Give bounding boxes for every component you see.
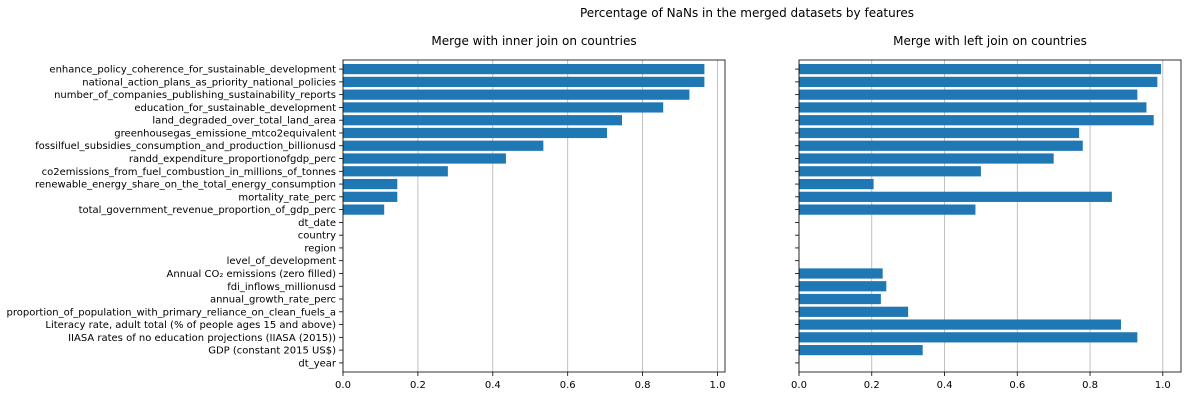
category-label: total_government_revenue_proportion_of_g… bbox=[79, 205, 336, 216]
left-bar bbox=[799, 166, 981, 177]
category-label: number_of_companies_publishing_sustainab… bbox=[54, 90, 336, 101]
inner-x-tick-label: 0.2 bbox=[410, 380, 426, 391]
left-axes-frame bbox=[798, 59, 1182, 373]
left-bar bbox=[799, 293, 881, 305]
inner-bar bbox=[343, 64, 705, 75]
inner-bar bbox=[343, 153, 506, 164]
inner-panel-title: Merge with inner join on countries bbox=[431, 34, 636, 48]
left-bar bbox=[799, 140, 1083, 151]
category-label: Literacy rate, adult total (% of people … bbox=[45, 320, 336, 331]
left-bar bbox=[799, 115, 1154, 126]
inner-axes-frame bbox=[342, 59, 726, 373]
category-label: fdi_inflows_millionusd bbox=[227, 282, 336, 293]
category-label: region bbox=[304, 243, 336, 254]
category-label: greenhousegas_emissione_mtco2equivalent bbox=[114, 128, 336, 139]
left-bar bbox=[799, 64, 1161, 75]
category-label: proportion_of_population_with_primary_re… bbox=[7, 307, 337, 318]
left-bar bbox=[799, 102, 1147, 113]
left-join-panel: Merge with left join on countries 0.0 0.2 0… bbox=[791, 34, 1182, 391]
left-bar bbox=[799, 89, 1138, 100]
left-x-tick-label: 0.0 bbox=[791, 380, 807, 391]
inner-bar bbox=[343, 102, 664, 113]
inner-x-tick-label: 0.8 bbox=[635, 380, 651, 391]
left-bar bbox=[799, 127, 1080, 139]
left-bar bbox=[799, 76, 1158, 87]
inner-bar bbox=[343, 166, 448, 177]
left-x-tick-label: 0.8 bbox=[1082, 380, 1098, 391]
left-bar bbox=[799, 281, 887, 292]
left-panel-title: Merge with left join on countries bbox=[893, 34, 1087, 48]
inner-bar bbox=[343, 115, 623, 126]
category-label: renewable_energy_share_on_the_total_ener… bbox=[35, 180, 336, 191]
category-label: dt_date bbox=[298, 218, 336, 229]
category-label: country bbox=[298, 231, 336, 242]
category-label: education_for_sustainable_development bbox=[134, 103, 336, 114]
category-label: Annual CO₂ emissions (zero filled) bbox=[167, 269, 337, 280]
left-x-tick-label: 0.6 bbox=[1009, 380, 1025, 391]
left-bar bbox=[799, 306, 909, 317]
inner-join-panel: Merge with inner join on countries 0.0 0.2… bbox=[7, 34, 726, 391]
category-label: dt_year bbox=[298, 358, 336, 369]
left-bar bbox=[799, 191, 1112, 202]
inner-bar bbox=[343, 204, 385, 215]
category-label: mortality_rate_perc bbox=[238, 192, 336, 203]
category-label: national_action_plans_as_priority_nation… bbox=[82, 77, 336, 88]
inner-bar bbox=[343, 178, 398, 190]
left-bar bbox=[799, 345, 923, 356]
left-bar bbox=[799, 153, 1054, 164]
left-bar bbox=[799, 319, 1121, 330]
left-x-tick-label: 0.2 bbox=[864, 380, 880, 391]
inner-bar bbox=[343, 76, 705, 87]
category-label: land_degraded_over_total_land_area bbox=[152, 116, 336, 127]
category-label: annual_growth_rate_perc bbox=[210, 295, 336, 306]
category-label: randd_expenditure_proportionofgdp_perc bbox=[129, 154, 336, 165]
left-bar bbox=[799, 178, 874, 190]
inner-bar bbox=[343, 127, 608, 139]
category-label: IIASA rates of no education projections … bbox=[68, 333, 336, 344]
figure-title: Percentage of NaNs in the merged dataset… bbox=[580, 6, 914, 20]
inner-bar bbox=[343, 191, 398, 202]
category-label: level_of_development bbox=[227, 256, 336, 267]
left-x-tick-label: 0.4 bbox=[937, 380, 953, 391]
category-label: fossilfuel_subsidies_consumption_and_pro… bbox=[35, 141, 336, 152]
inner-x-tick-label: 0.4 bbox=[485, 380, 501, 391]
inner-bar bbox=[343, 89, 690, 100]
left-bar bbox=[799, 268, 883, 279]
left-bar bbox=[799, 332, 1138, 343]
inner-x-tick-label: 1.0 bbox=[710, 380, 726, 391]
inner-x-tick-label: 0.6 bbox=[560, 380, 576, 391]
left-x-tick-label: 1.0 bbox=[1155, 380, 1171, 391]
category-label: co2emissions_from_fuel_combustion_in_mil… bbox=[42, 167, 336, 178]
category-label: enhance_policy_coherence_for_sustainable… bbox=[49, 65, 336, 76]
inner-bar bbox=[343, 140, 544, 151]
inner-x-tick-label: 0.0 bbox=[335, 380, 351, 391]
category-label: GDP (constant 2015 US$) bbox=[208, 346, 336, 357]
left-bar bbox=[799, 204, 976, 215]
